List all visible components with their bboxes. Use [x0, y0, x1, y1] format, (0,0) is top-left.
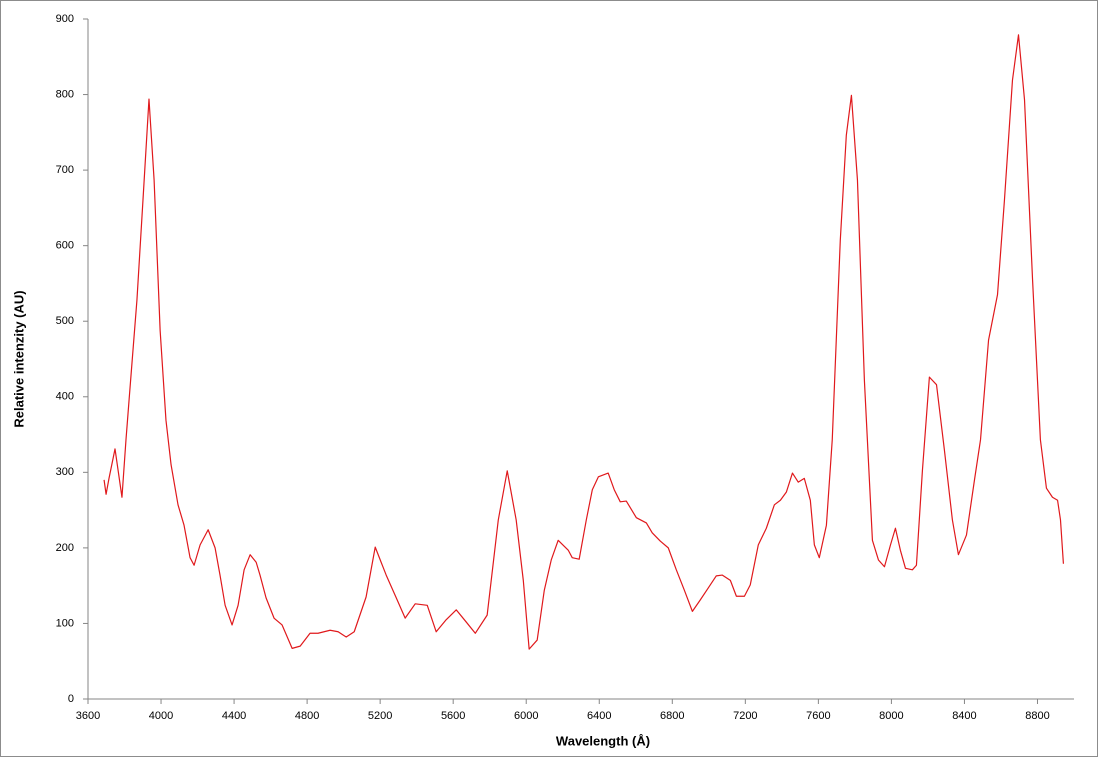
y-tick-label: 0: [68, 693, 74, 705]
y-tick-label: 800: [56, 88, 74, 100]
y-tick-label: 600: [56, 240, 74, 252]
x-tick-label: 8400: [952, 710, 976, 722]
y-tick-label: 900: [56, 13, 74, 25]
x-tick-label: 4000: [149, 710, 173, 722]
x-tick-label: 6400: [587, 710, 611, 722]
x-tick-label: 8000: [879, 710, 903, 722]
y-tick-label: 100: [56, 617, 74, 629]
x-tick-label: 6800: [660, 710, 684, 722]
x-tick-label: 8800: [1025, 710, 1049, 722]
y-tick-label: 700: [56, 164, 74, 176]
x-axis-label: Wavelength (Å): [556, 733, 650, 748]
y-tick-label: 500: [56, 315, 74, 327]
y-tick-label: 400: [56, 391, 74, 403]
x-tick-label: 7600: [806, 710, 830, 722]
x-tick-label: 6000: [514, 710, 538, 722]
y-axis-label: Relative intenzity (AU): [11, 290, 26, 427]
y-tick-label: 200: [56, 542, 74, 554]
x-tick-label: 4400: [222, 710, 246, 722]
x-tick-label: 5600: [441, 710, 465, 722]
x-tick-label: 7200: [733, 710, 757, 722]
x-tick-label: 3600: [76, 710, 100, 722]
y-tick-label: 300: [56, 466, 74, 478]
x-tick-label: 5200: [368, 710, 392, 722]
x-tick-label: 4800: [295, 710, 319, 722]
spectrum-line: [103, 34, 1065, 650]
